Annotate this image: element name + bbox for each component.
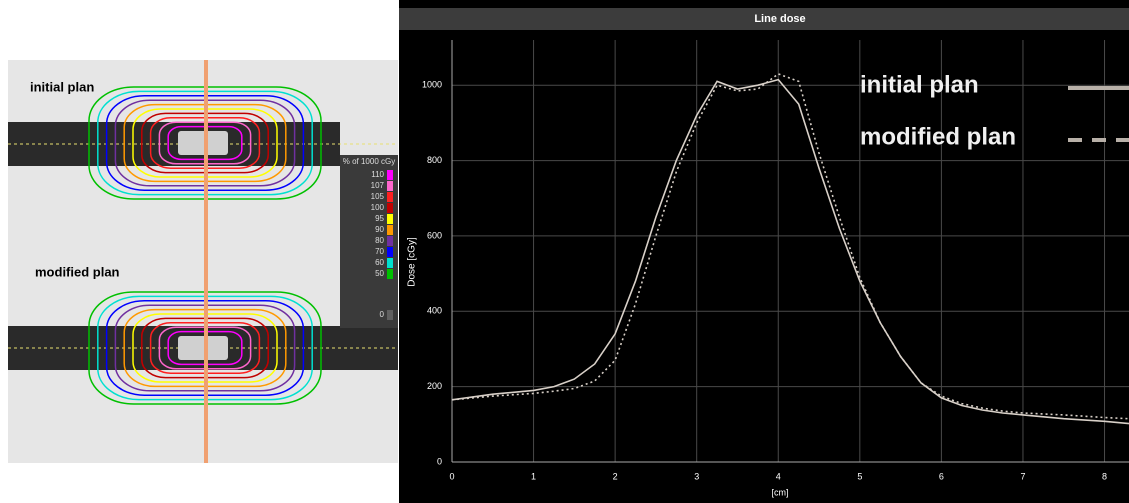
x-tick-label: 8 xyxy=(1102,471,1107,481)
target xyxy=(178,336,228,360)
level-swatch xyxy=(387,236,393,246)
x-tick-label: 2 xyxy=(613,471,618,481)
ct-image xyxy=(8,60,398,463)
level-swatch xyxy=(387,214,393,224)
level-label: 60 xyxy=(375,258,384,267)
y-axis-label: Dose [cGy] xyxy=(407,237,418,287)
plan-label: modified plan xyxy=(35,264,120,279)
level-swatch xyxy=(387,310,393,320)
level-swatch xyxy=(387,203,393,213)
target xyxy=(178,131,228,155)
x-tick-label: 5 xyxy=(857,471,862,481)
y-tick-label: 800 xyxy=(427,155,442,165)
x-tick-label: 7 xyxy=(1020,471,1025,481)
y-tick-label: 0 xyxy=(437,456,442,466)
level-label: 90 xyxy=(375,225,384,234)
level-label: 110 xyxy=(371,170,384,179)
chart-background xyxy=(399,0,1129,503)
x-tick-label: 0 xyxy=(449,471,454,481)
x-tick-label: 6 xyxy=(939,471,944,481)
y-tick-label: 1000 xyxy=(422,80,442,90)
y-tick-label: 200 xyxy=(427,381,442,391)
level-label: 95 xyxy=(375,214,384,223)
plan-label: initial plan xyxy=(30,79,94,94)
level-swatch xyxy=(387,258,393,268)
x-tick-label: 4 xyxy=(776,471,781,481)
level-swatch xyxy=(387,247,393,257)
legend-label: initial plan xyxy=(860,71,979,98)
level-swatch xyxy=(387,170,393,180)
level-label: 0 xyxy=(380,310,385,319)
level-label: 105 xyxy=(371,192,385,201)
level-label: 107 xyxy=(371,181,385,190)
level-label: 80 xyxy=(375,236,384,245)
level-swatch xyxy=(387,269,393,279)
x-tick-label: 3 xyxy=(694,471,699,481)
color-legend-title: % of 1000 cGy xyxy=(343,157,395,166)
chart-title: Line dose xyxy=(754,13,805,25)
level-swatch xyxy=(387,181,393,191)
y-tick-label: 600 xyxy=(427,230,442,240)
x-tick-label: 1 xyxy=(531,471,536,481)
figure: initial plan modified plan % of 1000 cGy… xyxy=(0,0,1129,503)
dose-image-panel: initial plan modified plan % of 1000 cGy… xyxy=(8,60,398,463)
legend-label: modified plan xyxy=(860,123,1016,150)
level-swatch xyxy=(387,225,393,235)
level-swatch xyxy=(387,192,393,202)
level-label: 70 xyxy=(375,247,384,256)
level-label: 100 xyxy=(371,203,385,212)
y-tick-label: 400 xyxy=(427,306,442,316)
level-label: 50 xyxy=(375,269,384,278)
x-axis-label: [cm] xyxy=(772,487,789,497)
